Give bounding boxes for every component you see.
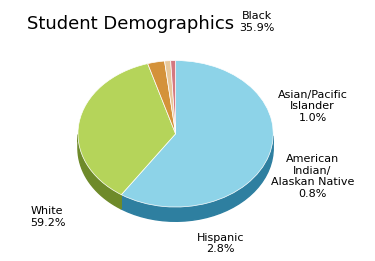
Text: Asian/Pacific
Islander
1.0%: Asian/Pacific Islander 1.0% [278, 90, 348, 123]
Text: Black
35.9%: Black 35.9% [239, 11, 274, 33]
Wedge shape [148, 61, 176, 134]
Wedge shape [171, 61, 176, 134]
Text: Student Demographics: Student Demographics [27, 15, 234, 33]
Polygon shape [122, 136, 273, 221]
Wedge shape [165, 61, 176, 134]
Wedge shape [78, 64, 176, 195]
Wedge shape [122, 61, 273, 207]
Text: White
59.2%: White 59.2% [30, 206, 66, 228]
Polygon shape [78, 135, 122, 209]
Text: Hispanic
2.8%: Hispanic 2.8% [197, 233, 244, 254]
Text: American
Indian/
Alaskan Native
0.8%: American Indian/ Alaskan Native 0.8% [271, 154, 354, 199]
